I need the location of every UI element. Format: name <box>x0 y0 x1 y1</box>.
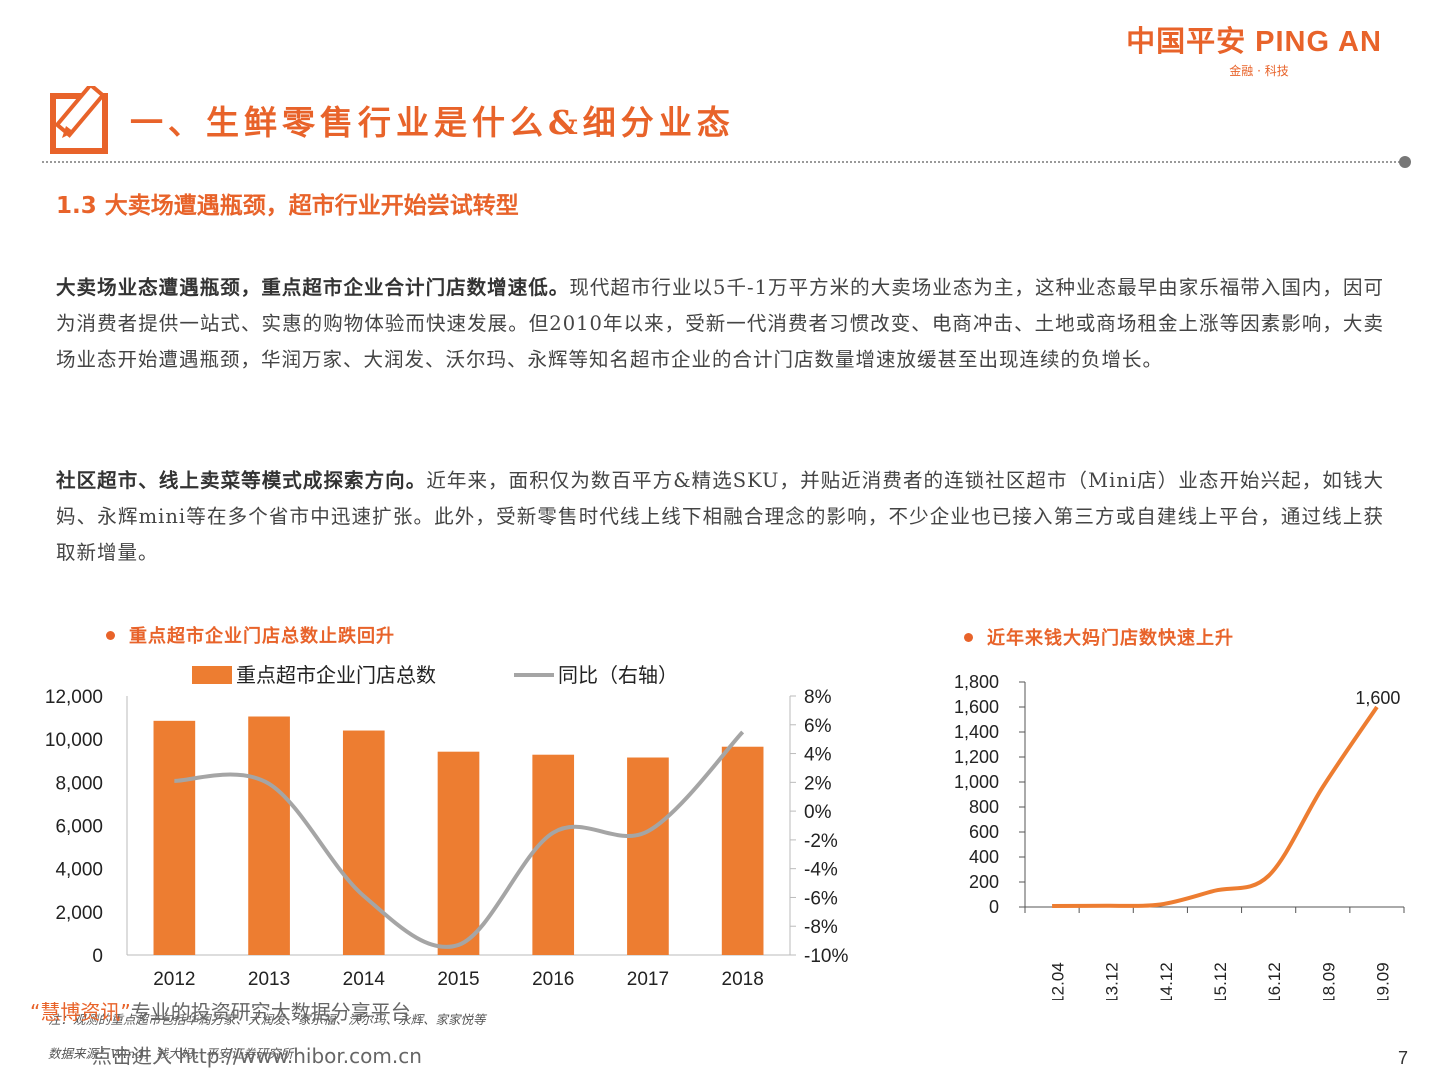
source-note: 注：观测的重点超市包括华润万家、大润发、家乐福、沃尔玛、永辉、家家悦等 <box>48 1012 486 1027</box>
y-tick-label: 200 <box>969 872 999 892</box>
x-tick-label: 2014 <box>343 969 386 990</box>
bar-2016 <box>532 754 575 955</box>
page-number: 7 <box>1397 1048 1408 1068</box>
x-tick-label: 2014.12 <box>1157 962 1176 1000</box>
y-tick-label: 6,000 <box>55 817 103 838</box>
section-subtitle: 1.3 大卖场遭遇瓶颈，超市行业开始尝试转型 <box>56 193 519 219</box>
y2-tick-label: -6% <box>804 888 838 909</box>
y2-tick-label: 0% <box>804 802 832 823</box>
watermark-brand: “慧博资讯” <box>30 1000 131 1024</box>
y-tick-label: 800 <box>969 797 999 817</box>
bar-2014 <box>342 730 385 955</box>
y2-tick-label: -2% <box>804 831 838 852</box>
bar-2012 <box>153 720 196 955</box>
paragraph-1-body: 现代超市行业以5千-1万平方米的大卖场业态为主，这种业态最早由家乐福带入国内，因… <box>56 276 1384 371</box>
data-label: 1,600 <box>1355 688 1400 708</box>
paragraph-1-lead: 大卖场业态遭遇瓶颈，重点超市企业合计门店数增速低。 <box>56 276 570 299</box>
watermark-text: 专业的投资研究大数据分享平台 <box>130 1000 411 1024</box>
y2-tick-label: 6% <box>804 716 832 737</box>
y-tick-label: 1,400 <box>954 722 999 742</box>
y2-tick-label: 2% <box>804 773 832 794</box>
title-divider <box>42 161 1404 163</box>
bar-2015 <box>437 751 480 955</box>
legend-line-label: 同比（右轴） <box>558 664 678 687</box>
y2-tick-label: -4% <box>804 860 838 881</box>
x-tick-label: 2018 <box>722 969 764 990</box>
x-tick-label: 2015 <box>437 969 479 990</box>
y-tick-label: 0 <box>92 946 103 967</box>
legend-bar-swatch <box>192 666 232 684</box>
paragraph-2-lead: 社区超市、线上卖菜等模式成探索方向。 <box>56 469 427 492</box>
logo-tagline: 金融 · 科技 <box>1229 64 1289 78</box>
divider-end-dot <box>1399 156 1411 168</box>
x-tick-label: 2012 <box>153 969 195 990</box>
bullet-dot-icon <box>964 632 973 642</box>
source-data: 数据来源：Wind，钱大妈，平安证券研究所 <box>48 1046 294 1061</box>
chart1-title-text: 重点超市企业门店总数止跌回升 <box>129 626 395 647</box>
logo-brand: 中国平安 PING AN <box>1126 26 1382 58</box>
paragraph-2: 社区超市、线上卖菜等模式成探索方向。近年来，面积仅为数百平方&精选SKU，并贴近… <box>56 463 1384 571</box>
x-tick-label: 2017 <box>627 969 669 990</box>
store-count-line <box>1052 705 1379 908</box>
x-tick-label: 2018.09 <box>1319 962 1338 1000</box>
y-tick-label: 12,000 <box>45 687 103 708</box>
paragraph-2-body: 近年来，面积仅为数百平方&精选SKU，并贴近消费者的连锁社区超市（Mini店）业… <box>56 469 1384 564</box>
chart1-title: 重点超市企业门店总数止跌回升 <box>106 622 395 648</box>
section-title: 一、生鲜零售行业是什么&细分业态 <box>130 103 735 142</box>
y2-tick-label: -10% <box>804 946 848 967</box>
x-tick-label: 2015.12 <box>1211 962 1230 1000</box>
bar-2013 <box>248 716 290 955</box>
yoy-line <box>174 730 745 949</box>
y-tick-label: 400 <box>969 847 999 867</box>
watermark-link[interactable]: 点击进入 http://www.hibor.com.cn <box>92 1044 422 1068</box>
y-tick-label: 10,000 <box>45 730 103 751</box>
pencil-icon <box>50 86 108 154</box>
y-tick-label: 2,000 <box>55 903 103 924</box>
x-tick-label: 2016 <box>532 969 574 990</box>
y-tick-label: 1,600 <box>954 697 999 717</box>
x-tick-label: 2016.12 <box>1265 962 1284 1000</box>
y-tick-label: 1,800 <box>954 672 999 692</box>
chart1-legend: 重点超市企业门店总数 同比（右轴） <box>192 664 678 687</box>
watermark: “慧博资讯”专业的投资研究大数据分享平台 <box>30 996 411 1025</box>
y-tick-label: 8,000 <box>55 773 103 794</box>
y2-tick-label: 4% <box>804 745 832 766</box>
qiandama-chart: 0 200 400 600 800 1,000 1,200 1,400 1,600 1,800 20… <box>954 672 1405 1000</box>
x-tick-label: 2013.12 <box>1103 962 1122 1000</box>
paragraph-1: 大卖场业态遭遇瓶颈，重点超市企业合计门店数增速低。现代超市行业以5千-1万平方米… <box>56 270 1384 378</box>
y2-tick-label: 8% <box>804 687 832 708</box>
chart2-title-text: 近年来钱大妈门店数快速上升 <box>987 628 1234 649</box>
y-tick-label: 0 <box>989 897 999 917</box>
legend-bar-label: 重点超市企业门店总数 <box>236 664 436 687</box>
chart2-title: 近年来钱大妈门店数快速上升 <box>964 624 1234 650</box>
y-tick-label: 1,000 <box>954 772 999 792</box>
y2-tick-label: -8% <box>804 917 838 938</box>
bar-2018 <box>721 746 764 955</box>
x-tick-label: 2013 <box>248 969 290 990</box>
x-tick-label: 2019.09 <box>1373 962 1392 1000</box>
bar-2017 <box>627 757 669 955</box>
pingan-logo: 中国平安 PING AN 金融 · 科技 <box>1104 18 1404 79</box>
y-tick-label: 4,000 <box>55 860 103 881</box>
y-tick-label: 1,200 <box>954 747 999 767</box>
y-tick-label: 600 <box>969 822 999 842</box>
x-tick-label: 2012.04 <box>1049 962 1068 1000</box>
store-count-chart: 重点超市企业门店总数 同比（右轴） 0 2,000 4,000 6,000 8,000 1… <box>45 664 849 990</box>
bullet-dot-icon <box>106 630 115 640</box>
